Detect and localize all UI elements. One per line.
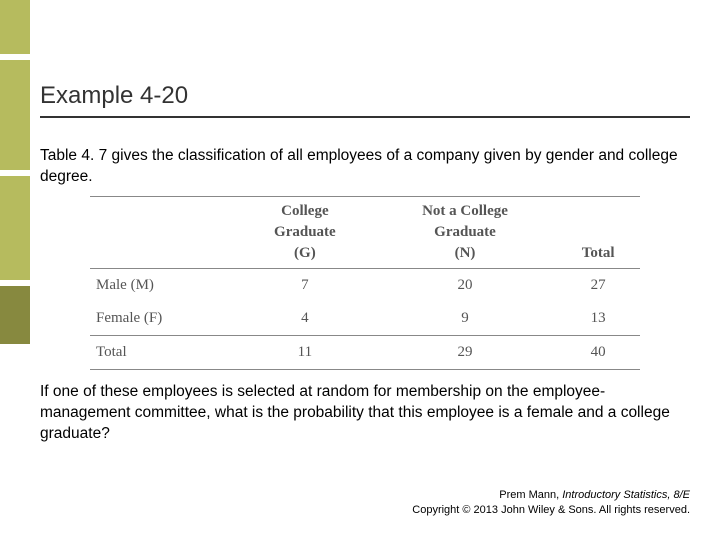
cell: 29: [374, 335, 557, 369]
table-row: Female (F) 4 9 13: [90, 302, 640, 336]
footer-line2: Copyright © 2013 John Wiley & Sons. All …: [412, 503, 690, 518]
table-row-total: Total 11 29 40: [90, 335, 640, 369]
intro-text: Table 4. 7 gives the classification of a…: [40, 146, 690, 188]
cell: 11: [236, 335, 374, 369]
slide-content: Example 4-20 Table 4. 7 gives the classi…: [40, 82, 690, 445]
sidebar-swatch: [0, 0, 30, 54]
cell: 20: [374, 268, 557, 302]
col-header-n-line3: (N): [374, 243, 557, 269]
cell: 13: [556, 302, 640, 336]
row-label: Total: [90, 335, 236, 369]
data-table: College Not a College Graduate Graduate …: [90, 196, 640, 370]
slide-title: Example 4-20: [40, 82, 690, 118]
footer-book: Introductory Statistics, 8/E: [562, 489, 690, 501]
footer-author: Prem Mann,: [499, 489, 562, 501]
cell: 9: [374, 302, 557, 336]
sidebar-swatch: [0, 286, 30, 344]
cell: 27: [556, 268, 640, 302]
cell: 7: [236, 268, 374, 302]
table-row: Male (M) 7 20 27: [90, 268, 640, 302]
data-table-wrap: College Not a College Graduate Graduate …: [90, 196, 640, 370]
col-header-g-line2: Graduate: [236, 222, 374, 243]
col-header-n-line1: Not a College: [374, 196, 557, 222]
row-label: Male (M): [90, 268, 236, 302]
cell: 40: [556, 335, 640, 369]
sidebar-swatch: [0, 60, 30, 170]
sidebar-swatch: [0, 176, 30, 280]
question-text: If one of these employees is selected at…: [40, 382, 690, 445]
col-header-g-line1: College: [236, 196, 374, 222]
footer: Prem Mann, Introductory Statistics, 8/E …: [412, 488, 690, 518]
cell: 4: [236, 302, 374, 336]
col-header-g-line3: (G): [236, 243, 374, 269]
footer-line1: Prem Mann, Introductory Statistics, 8/E: [412, 488, 690, 503]
row-label: Female (F): [90, 302, 236, 336]
col-header-total: Total: [556, 243, 640, 269]
col-header-n-line2: Graduate: [374, 222, 557, 243]
